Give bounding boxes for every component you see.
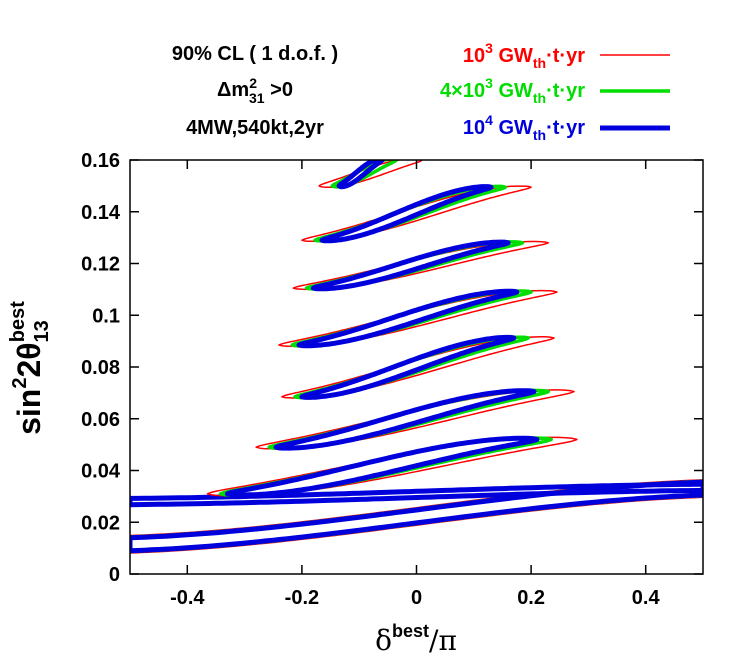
legend: 103 GWth·t·yr 4×103 GWth·t·yr 104 GWth·t…: [440, 40, 670, 143]
legend-blue-sup: 4: [485, 112, 493, 128]
contour-group: [130, 479, 703, 554]
contour-group: [206, 435, 578, 498]
legend-green-post: ·t·yr: [546, 80, 585, 102]
legend-red-pre: 10: [463, 45, 485, 67]
contour-blue: [130, 479, 703, 554]
legend-red-sub: th: [533, 55, 546, 71]
annotation-exposure: 4MW,540kt,2yr: [186, 117, 324, 139]
x-tick-label: 0: [411, 587, 422, 609]
contours-layer: [130, 160, 703, 554]
legend-blue-mid: GW: [493, 117, 533, 139]
contour-group: [301, 184, 532, 244]
annotation-mass-sub: 31: [249, 90, 265, 106]
contour-blue: [273, 388, 537, 451]
contour-group: [292, 239, 550, 292]
contour-blue: [296, 288, 520, 349]
x-tick-label: -0.4: [170, 587, 205, 609]
legend-red-mid: GW: [493, 45, 533, 67]
x-title-suffix: /π: [429, 624, 457, 657]
legend-green-sup: 3: [485, 75, 493, 91]
y-title-mid: 2θ: [11, 342, 47, 377]
y-tick-label: 0.06: [81, 409, 120, 431]
x-tick-label: -0.2: [285, 587, 319, 609]
contour-blue: [319, 184, 494, 244]
x-title-sup: best: [392, 621, 429, 641]
legend-green-sub: th: [533, 90, 546, 106]
annotation-mass-ordering: Δm2 31 >0: [217, 75, 293, 106]
annotation-block: 90% CL ( 1 d.o.f. ) Δm2 31 >0 4MW,540kt,2…: [172, 43, 338, 139]
legend-blue-post: ·t·yr: [546, 117, 585, 139]
y-tick-label: 0.14: [81, 202, 121, 224]
legend-entry-blue: 104 GWth·t·yr: [463, 112, 670, 143]
y-title-sup2: best: [7, 301, 29, 342]
x-tick-label: 0.2: [517, 587, 545, 609]
y-tick-label: 0.08: [81, 357, 120, 379]
contour-group: [318, 160, 423, 190]
legend-green-mid: GW: [493, 80, 533, 102]
legend-label-blue: 104 GWth·t·yr: [463, 112, 585, 143]
legend-entry-red: 103 GWth·t·yr: [463, 40, 670, 71]
y-tick-label: 0: [109, 564, 120, 586]
annotation-cl: 90% CL ( 1 d.o.f. ): [172, 43, 338, 65]
contour-blue: [299, 334, 517, 400]
legend-red-sup: 3: [485, 40, 493, 56]
legend-entry-green: 4×103 GWth·t·yr: [440, 75, 670, 106]
contour-blue: [336, 160, 385, 190]
annotation-mass-sup: 2: [249, 75, 257, 91]
contour-blue: [130, 481, 703, 508]
legend-red-post: ·t·yr: [546, 45, 585, 67]
annotation-mass-post: >0: [265, 79, 293, 101]
contour-group: [255, 388, 575, 451]
contour-group: [130, 481, 703, 508]
contour-group: [281, 334, 555, 400]
ticks-layer: -0.4 -0.2 0 0.2 0.4 0 0.02 0.04 0.06 0.08 0.1 0.12 0…: [81, 150, 703, 609]
x-title-base: δ: [375, 624, 392, 657]
y-tick-label: 0.16: [81, 150, 120, 172]
annotation-mass-pre: Δm: [217, 79, 249, 101]
legend-blue-pre: 10: [463, 117, 485, 139]
y-title-sup1: 2: [9, 378, 31, 389]
y-axis-title: sin22θ13best: [7, 301, 53, 435]
x-tick-label: 0.4: [632, 587, 661, 609]
contour-blue: [310, 239, 511, 292]
contour-blue: [224, 435, 540, 498]
legend-label-green: 4×103 GWth·t·yr: [440, 75, 585, 106]
y-title-base: sin: [11, 389, 47, 435]
contour-group: [278, 288, 558, 349]
legend-label-red: 103 GWth·t·yr: [463, 40, 585, 71]
y-tick-label: 0.12: [81, 254, 120, 276]
legend-green-pre: 4×10: [440, 80, 485, 102]
y-tick-label: 0.02: [81, 512, 120, 534]
y-tick-label: 0.1: [92, 305, 120, 327]
legend-blue-sub: th: [533, 127, 546, 143]
x-axis-title: δbest/π: [375, 621, 457, 657]
y-tick-label: 0.04: [81, 461, 121, 483]
y-title-sub: 13: [31, 320, 53, 342]
